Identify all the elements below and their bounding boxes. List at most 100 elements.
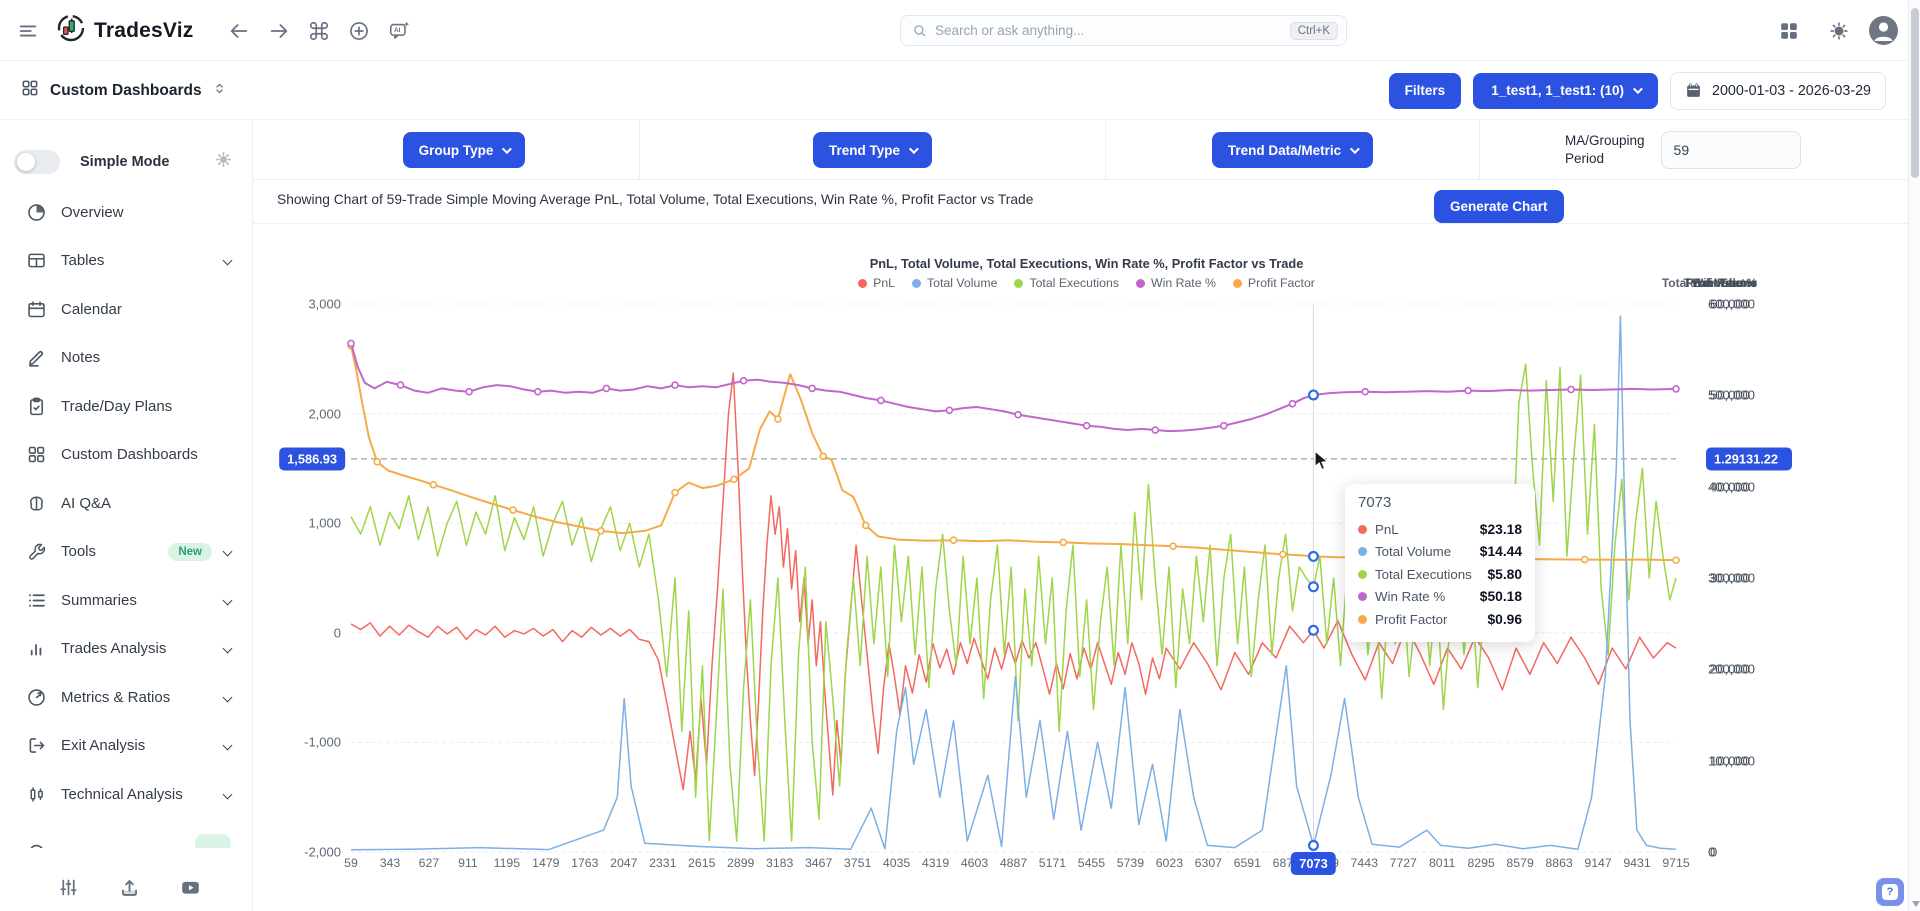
legend-label: Win Rate % [1150, 276, 1216, 290]
theme-toggle-icon[interactable] [1819, 11, 1859, 51]
sidebar-item-label: Calendar [61, 300, 122, 318]
search-shortcut-badge: Ctrl+K [1289, 21, 1338, 40]
search-input[interactable] [935, 23, 1290, 38]
ma-period-input[interactable] [1660, 131, 1801, 169]
simple-mode-toggle[interactable] [14, 150, 60, 174]
tooltip-row: Total Executions $5.80 [1358, 563, 1522, 586]
calendar-icon [26, 299, 47, 320]
right-axis-titles-overlap: Total Volume Total Executions Win Rate % Pr… [1662, 276, 1757, 290]
chart-panel[interactable]: PnL, Total Volume, Total Executions, Win… [253, 224, 1920, 911]
filters-button[interactable]: Filters [1388, 72, 1462, 109]
sidebar-item-tables[interactable]: Tables [0, 237, 253, 286]
x-axis-tick: 8011 [1428, 856, 1456, 870]
user-avatar[interactable] [1869, 16, 1898, 45]
help-button[interactable]: ? [1876, 878, 1904, 906]
tooltip-series-label: PnL [1375, 521, 1399, 537]
sidebar-item-ai-q-a[interactable]: AI Q&A [0, 479, 253, 528]
x-axis-tick: 9431 [1623, 856, 1651, 870]
sidebar-item-exit-analysis[interactable]: Exit Analysis [0, 722, 253, 771]
hamburger-menu-icon[interactable] [8, 11, 48, 51]
upload-icon[interactable] [117, 875, 141, 899]
sidebar-item-summaries[interactable]: Summaries [0, 576, 253, 625]
dashboard-selector[interactable]: Custom Dashboards [20, 61, 227, 120]
chart-canvas[interactable] [253, 224, 1920, 911]
arc-icon [26, 832, 47, 848]
command-palette-icon[interactable] [299, 11, 339, 51]
legend-item-total-volume[interactable]: Total Volume [912, 276, 997, 290]
nav-forward-icon[interactable] [259, 11, 299, 51]
sidebar-item-notes[interactable]: Notes [0, 334, 253, 383]
series-total-volume [350, 315, 1677, 851]
x-axis-tick: 627 [418, 856, 440, 870]
chevron-down-icon [1632, 84, 1643, 95]
chevron-down-icon [222, 789, 233, 800]
chart-tooltip: 7073 PnL $23.18 Total Volume $14.44 Total Ex… [1345, 484, 1535, 642]
question-mark-icon: ? [1882, 884, 1898, 900]
tooltip-series-value: $23.18 [1479, 521, 1522, 537]
chart-description: Showing Chart of 59-Trade Simple Moving … [277, 192, 1034, 207]
tooltip-series-dot [1358, 592, 1367, 602]
legend-item-profit-factor[interactable]: Profit Factor [1232, 276, 1315, 290]
generate-chart-button[interactable]: Generate Chart [1434, 190, 1564, 223]
sidebar-item-clipped[interactable] [0, 819, 253, 848]
sidebar-item-metrics-ratios[interactable]: Metrics & Ratios [0, 673, 253, 722]
legend-item-win-rate[interactable]: Win Rate % [1135, 276, 1216, 290]
sidebar-item-trades-analysis[interactable]: Trades Analysis [0, 625, 253, 674]
x-axis-tick: 3183 [765, 856, 794, 870]
sidebar-item-technical-analysis[interactable]: Technical Analysis [0, 770, 253, 819]
sidebar-item-custom-dashboards[interactable]: Custom Dashboards [0, 431, 253, 480]
right-axis-tick: 10,000 [1710, 753, 1750, 769]
ma-period-label: MA/Grouping Period [1565, 132, 1645, 166]
group-type-dropdown[interactable]: Group Type [402, 132, 526, 168]
right-axis-tick: 50,000 [1710, 387, 1750, 403]
x-axis-tick: 6591 [1233, 856, 1261, 870]
right-axis-tick: 30,000 [1710, 570, 1750, 586]
x-axis-tick: 5739 [1116, 856, 1145, 870]
legend-item-total-executions[interactable]: Total Executions [1014, 276, 1119, 290]
date-range-picker[interactable]: 2000-01-03 - 2026-03-29 [1670, 71, 1886, 110]
sidebar-item-overview[interactable]: Overview [0, 188, 253, 237]
sidebar-item-label: Overview [61, 203, 124, 221]
accounts-dropdown[interactable]: 1_test1, 1_test1: (10) [1473, 72, 1659, 109]
sliders-icon[interactable] [56, 875, 80, 899]
apps-grid-icon[interactable] [1769, 11, 1809, 51]
legend-item-pnl[interactable]: PnL [858, 276, 895, 290]
scrollbar-down-arrow[interactable] [1911, 901, 1920, 907]
tables-icon [26, 250, 47, 271]
sidebar: Simple Mode Overview Tables Calendar Notes T… [0, 120, 253, 911]
x-axis-tick: 1763 [571, 856, 599, 870]
x-axis-tick: 3467 [804, 856, 833, 870]
sidebar-settings-gear-icon[interactable] [214, 150, 233, 174]
scrollbar-thumb[interactable] [1910, 8, 1919, 178]
ai-chat-icon[interactable]: AI [379, 11, 419, 51]
page-header: Custom Dashboards Filters 1_test1, 1_tes… [0, 61, 1920, 120]
right-axis-tick: 0 [1708, 844, 1716, 860]
plans-icon [26, 396, 47, 417]
legend-label: PnL [873, 276, 896, 290]
trend-type-dropdown[interactable]: Trend Type [812, 132, 932, 168]
legend-dot [1135, 278, 1145, 288]
tradesviz-logo[interactable]: TradesViz [56, 13, 193, 48]
ai-icon [26, 493, 47, 514]
sidebar-item-label: Technical Analysis [61, 785, 183, 803]
tooltip-series-label: Profit Factor [1375, 611, 1448, 627]
nav-back-icon[interactable] [219, 11, 259, 51]
brand-logo-icon [56, 13, 86, 48]
series-win-rate [350, 343, 1677, 433]
x-axis-tick: 59 [344, 856, 358, 870]
youtube-icon[interactable] [178, 875, 202, 899]
add-new-icon[interactable] [339, 11, 379, 51]
sidebar-item-tools[interactable]: Tools New [0, 528, 253, 577]
overview-icon [26, 202, 47, 223]
tooltip-series-value: $50.18 [1479, 589, 1522, 605]
sidebar-item-trade-day-plans[interactable]: Trade/Day Plans [0, 382, 253, 431]
main-content: Group Type Trend Type Trend Data/Metric … [253, 120, 1920, 911]
sidebar-item-calendar[interactable]: Calendar [0, 285, 253, 334]
unfold-selector-icon[interactable] [212, 81, 227, 101]
right-axis-title: Win Rate % [1691, 276, 1757, 290]
trend-data-metric-dropdown[interactable]: Trend Data/Metric [1211, 132, 1374, 168]
chevron-down-icon [222, 255, 233, 266]
sidebar-item-label: Custom Dashboards [61, 446, 198, 464]
date-range-value: 2000-01-03 - 2026-03-29 [1712, 82, 1871, 99]
global-search[interactable]: Ctrl+K [900, 15, 1347, 46]
